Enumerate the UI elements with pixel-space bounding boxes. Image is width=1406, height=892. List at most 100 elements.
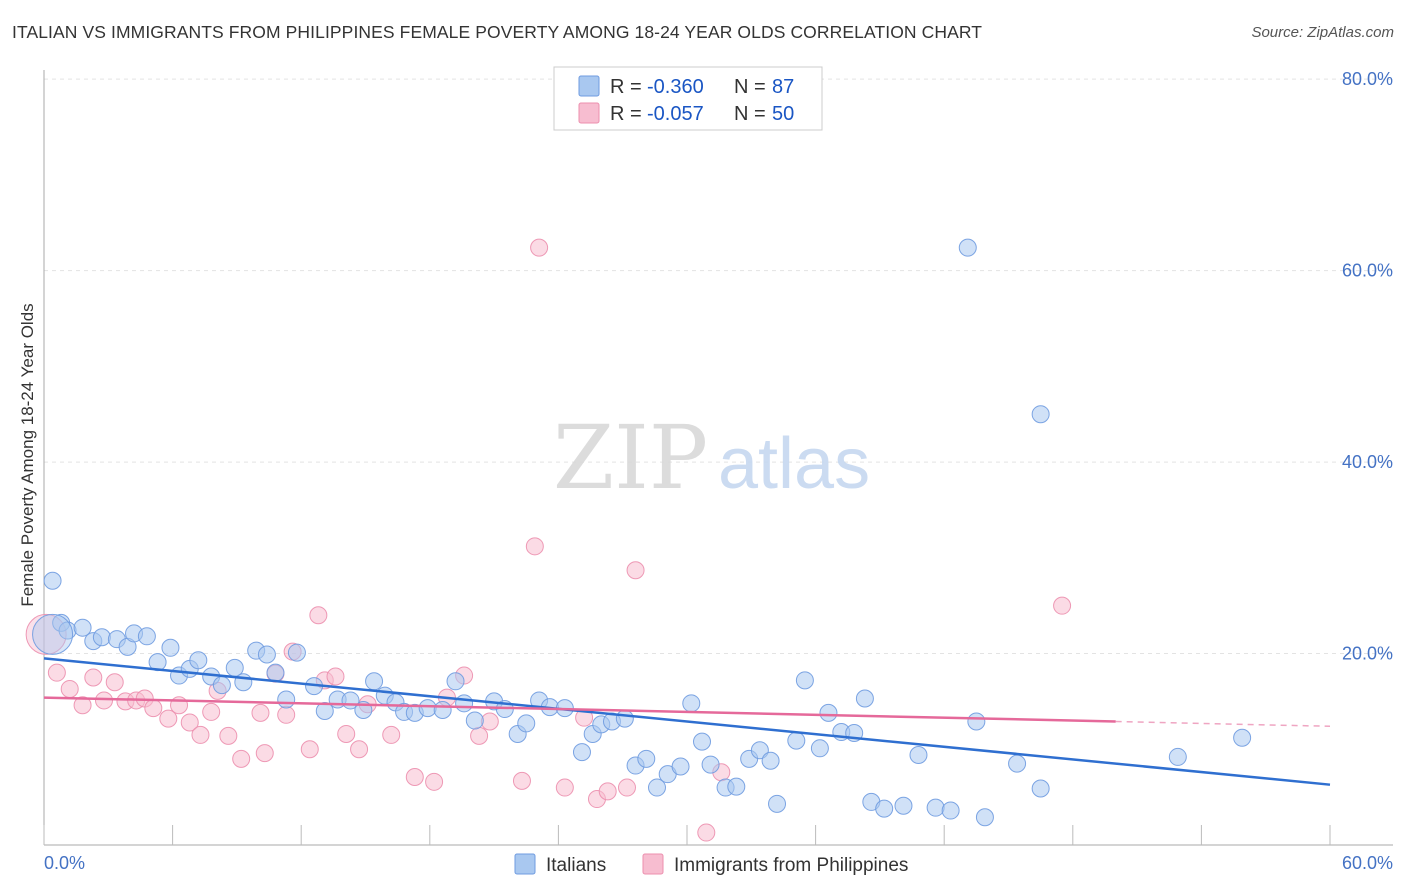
point-italians xyxy=(43,571,62,590)
legend-r-label-italians: R = xyxy=(610,76,642,98)
point-italians xyxy=(73,618,92,637)
point-italians xyxy=(189,651,208,670)
point-italians xyxy=(1008,754,1027,773)
point-philippines xyxy=(617,778,636,797)
point-italians xyxy=(465,711,484,730)
point-italians xyxy=(909,746,928,765)
point-italians xyxy=(446,672,465,691)
point-italians xyxy=(277,690,296,709)
point-philippines xyxy=(180,713,199,732)
point-italians xyxy=(926,798,945,817)
point-italians xyxy=(137,627,156,646)
point-philippines xyxy=(219,726,238,745)
point-philippines xyxy=(326,667,345,686)
point-italians xyxy=(287,643,306,662)
point-italians xyxy=(1031,405,1050,424)
x-tick-label-max: 60.0% xyxy=(1342,853,1393,873)
point-philippines xyxy=(525,537,544,556)
point-italians xyxy=(257,645,276,664)
chart-source: Source: ZipAtlas.com xyxy=(1251,24,1394,41)
y-tick-label: 60.0% xyxy=(1342,261,1393,281)
legend-swatch-philippines xyxy=(578,102,600,124)
trend-line-philippines-extension xyxy=(1115,720,1331,728)
legend-n-value-philippines: 50 xyxy=(772,103,794,125)
bottom-legend-swatch-philippines xyxy=(642,853,664,875)
point-philippines xyxy=(159,709,178,728)
point-philippines xyxy=(232,749,251,768)
point-philippines xyxy=(555,778,574,797)
point-italians xyxy=(967,712,986,731)
point-italians xyxy=(212,676,231,695)
point-italians xyxy=(795,671,814,690)
point-italians xyxy=(647,778,666,797)
point-italians xyxy=(1031,779,1050,798)
point-philippines xyxy=(480,712,499,731)
point-italians xyxy=(266,663,285,682)
legend-n-value-italians: 87 xyxy=(772,76,794,98)
point-italians xyxy=(975,808,994,827)
point-philippines xyxy=(84,668,103,687)
point-philippines xyxy=(382,725,401,744)
point-philippines xyxy=(309,606,328,625)
point-philippines xyxy=(277,705,296,724)
point-italians xyxy=(958,238,977,257)
point-philippines xyxy=(598,782,617,801)
legend-r-label-philippines: R = xyxy=(610,103,642,125)
legend-swatch-italians xyxy=(578,75,600,97)
point-italians xyxy=(418,699,437,718)
point-italians xyxy=(682,694,701,713)
point-philippines xyxy=(425,772,444,791)
point-italians xyxy=(787,731,806,750)
y-tick-label: 80.0% xyxy=(1342,69,1393,89)
y-axis-label: Female Poverty Among 18-24 Year Olds xyxy=(18,303,37,606)
point-philippines xyxy=(191,725,210,744)
point-philippines xyxy=(73,696,92,715)
correlation-legend: R = -0.360 N = 87 R = -0.057 N = 50 xyxy=(553,66,823,131)
point-italians xyxy=(761,751,780,770)
point-italians xyxy=(365,672,384,691)
point-philippines xyxy=(405,768,424,787)
point-philippines xyxy=(512,771,531,790)
watermark-atlas: atlas xyxy=(718,424,870,504)
point-philippines xyxy=(470,726,489,745)
point-italians xyxy=(572,743,591,762)
point-philippines xyxy=(105,673,124,692)
point-philippines xyxy=(251,703,270,722)
watermark: ZIP atlas xyxy=(553,406,870,509)
point-philippines xyxy=(47,663,66,682)
x-axis-ticks xyxy=(43,825,1331,845)
point-italians xyxy=(615,709,634,728)
point-italians xyxy=(455,694,474,713)
point-italians xyxy=(92,628,111,647)
series-legend: Italians Immigrants from Philippines xyxy=(514,853,908,876)
watermark-zip: ZIP xyxy=(553,406,708,509)
legend-n-label-italians: N = xyxy=(734,76,766,98)
point-italians xyxy=(517,714,536,733)
x-tick-label-min: 0.0% xyxy=(44,853,85,873)
point-philippines xyxy=(202,702,221,721)
bottom-legend-label-philippines: Immigrants from Philippines xyxy=(674,855,908,876)
point-italians xyxy=(693,732,712,751)
point-italians xyxy=(768,794,787,813)
trend-lines xyxy=(43,657,1331,786)
point-philippines xyxy=(697,823,716,842)
point-italians xyxy=(32,613,74,655)
series-italians-points xyxy=(32,238,1252,827)
bottom-legend-swatch-italians xyxy=(514,853,536,875)
point-italians xyxy=(433,701,452,720)
point-philippines xyxy=(255,744,274,763)
legend-r-value-philippines: -0.057 xyxy=(647,103,704,125)
point-italians xyxy=(810,739,829,758)
y-tick-label: 20.0% xyxy=(1342,644,1393,664)
point-philippines xyxy=(95,691,114,710)
point-italians xyxy=(671,757,690,776)
point-italians xyxy=(161,638,180,657)
point-philippines xyxy=(350,740,369,759)
point-italians xyxy=(637,749,656,768)
point-philippines xyxy=(1053,596,1072,615)
chart-title: ITALIAN VS IMMIGRANTS FROM PHILIPPINES F… xyxy=(12,22,983,42)
point-italians xyxy=(894,796,913,815)
point-italians xyxy=(315,701,334,720)
point-italians xyxy=(727,777,746,796)
